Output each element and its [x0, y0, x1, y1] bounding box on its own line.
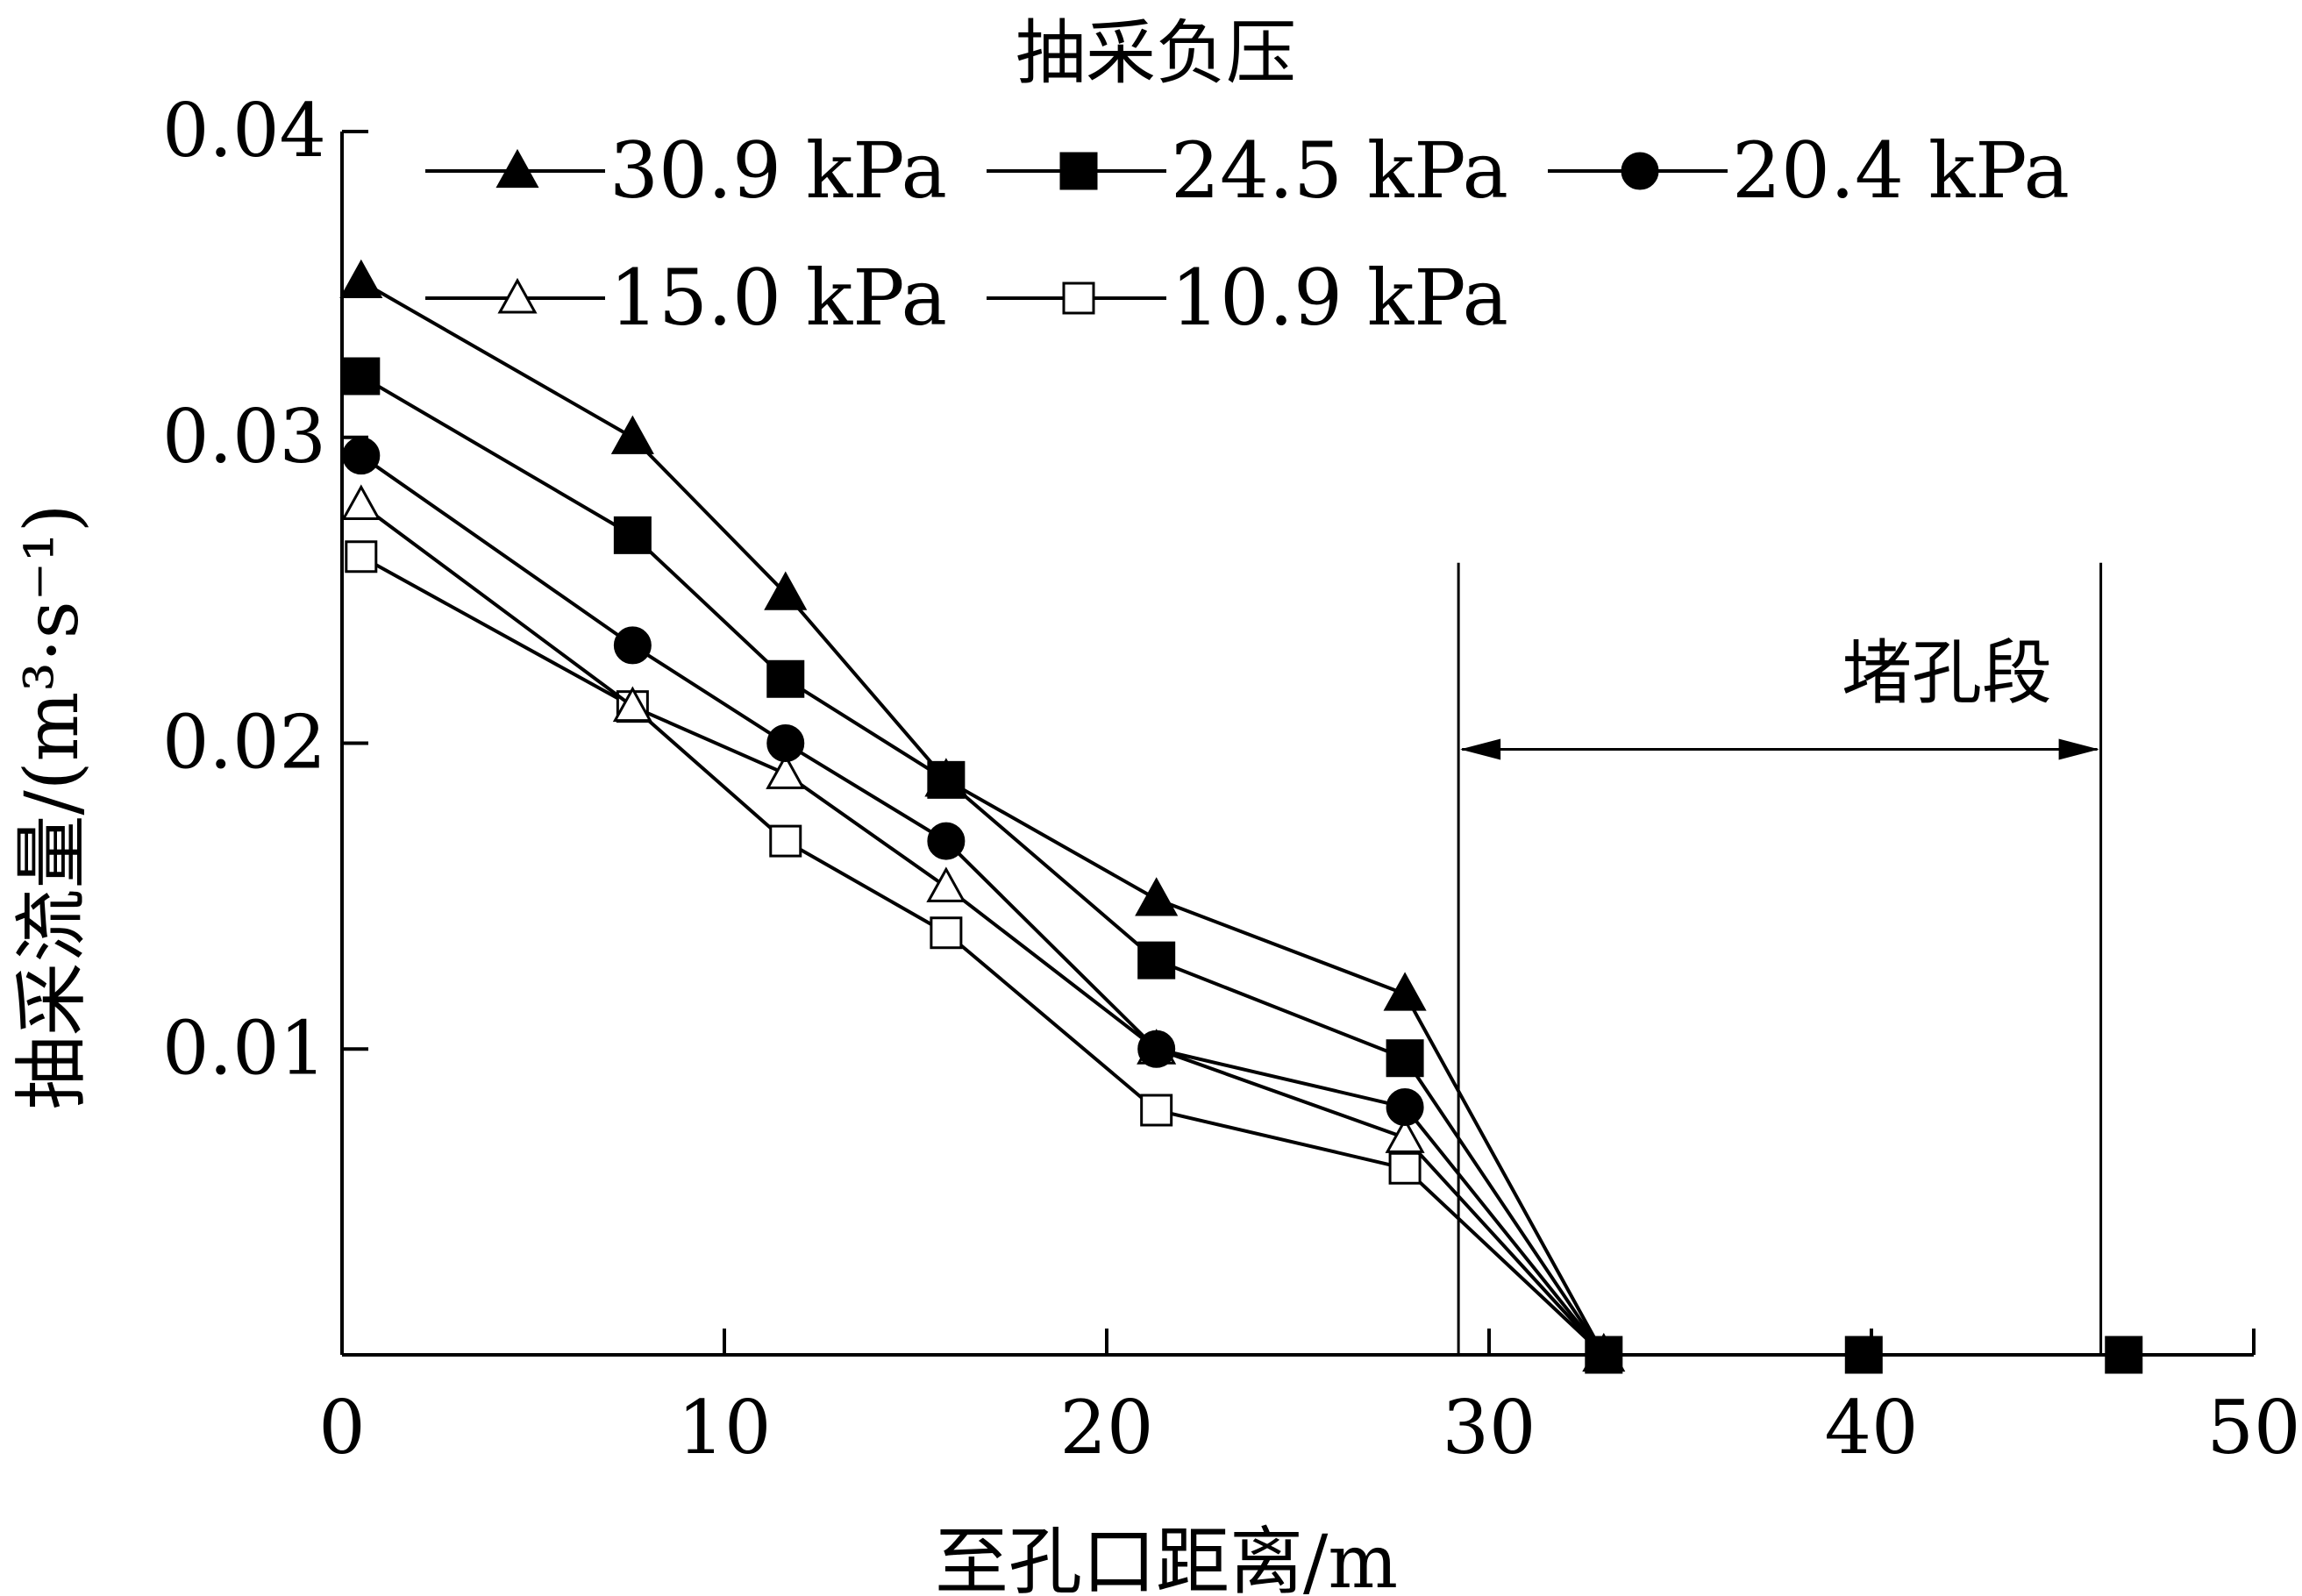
y-tick-label: 0.03: [162, 394, 326, 480]
legend-title: 抽采负压: [1016, 12, 1296, 94]
data-point: [1135, 877, 1179, 916]
data-point: [1386, 1088, 1424, 1127]
data-point: [1386, 1039, 1424, 1078]
x-axis-label: 至孔口距离/m: [935, 1519, 1398, 1596]
data-point: [1137, 1030, 1176, 1068]
data-point: [1137, 941, 1176, 980]
y-axis-label: 抽采流量/(m³·s⁻¹): [9, 504, 95, 1110]
x-tick-label: 0: [318, 1385, 365, 1471]
legend: 30.9 kPa 24.5 kPa 20.4 kPa 15.0 kPa 10.9 kPa: [425, 125, 2070, 343]
data-point: [1844, 1336, 1883, 1374]
data-point: [930, 916, 963, 950]
data-point: [924, 758, 968, 797]
y-tick-label: 0.04: [162, 88, 326, 174]
series-line: [360, 454, 1606, 1357]
data-point: [342, 357, 381, 395]
data-point: [766, 724, 805, 762]
data-point: [2105, 1336, 2143, 1374]
series-15-0-kPa: [341, 484, 1624, 1371]
data-point: [345, 540, 378, 574]
series-20-4-kPa: [342, 437, 1623, 1374]
legend-marker: [497, 277, 538, 314]
data-point: [1388, 1151, 1422, 1185]
data-point: [613, 626, 652, 665]
data-point: [339, 259, 383, 298]
legend-marker: [1059, 152, 1098, 190]
x-tick-label: 20: [1060, 1385, 1154, 1471]
data-point: [764, 571, 808, 610]
axes: 0 10 20 30 40 50 0.01 0.02 0.03 0.04: [162, 88, 2300, 1471]
legend-label: 15.0 kPa: [609, 253, 947, 343]
legend-label: 24.5 kPa: [1171, 125, 1508, 216]
annotation-label: 堵孔段: [1842, 632, 2052, 714]
x-tick-label: 30: [1443, 1385, 1536, 1471]
data-point: [1383, 972, 1427, 1011]
y-tick-label: 0.02: [162, 700, 326, 786]
series-line: [360, 502, 1606, 1357]
x-tick-label: 40: [1825, 1385, 1919, 1471]
data-point: [769, 824, 802, 858]
data-point: [342, 437, 381, 475]
data-point: [1582, 1332, 1626, 1372]
x-tick-label: 10: [678, 1385, 772, 1471]
y-tick-label: 0.01: [162, 1005, 326, 1091]
data-point: [1385, 1117, 1425, 1153]
blocked-section-annotation: [1457, 562, 2103, 1355]
series-line: [360, 555, 1606, 1357]
data-point: [766, 659, 805, 698]
arrow-right-head: [2058, 738, 2099, 760]
series-30-9-kPa: [339, 259, 1626, 1372]
data-point: [1140, 1094, 1173, 1127]
x-tick-label: 50: [2207, 1385, 2301, 1471]
data-point: [926, 866, 966, 902]
legend-marker: [1062, 281, 1095, 315]
data-point: [613, 516, 652, 554]
series-line: [360, 280, 1606, 1356]
legend-label: 20.4 kPa: [1732, 125, 2070, 216]
legend-label: 30.9 kPa: [609, 125, 947, 216]
data-point: [927, 822, 966, 860]
legend-marker: [495, 148, 539, 189]
legend-marker: [1621, 152, 1659, 190]
data-point: [766, 753, 806, 789]
data-point: [610, 415, 654, 454]
data-point: [341, 484, 381, 520]
series-24-5-kPa: [342, 357, 2143, 1374]
arrow-left-head: [1460, 738, 1501, 760]
legend-label: 10.9 kPa: [1171, 253, 1508, 343]
series-10-9-kPa: [345, 540, 1621, 1372]
series-layer: [339, 259, 2143, 1374]
data-point: [612, 686, 652, 723]
